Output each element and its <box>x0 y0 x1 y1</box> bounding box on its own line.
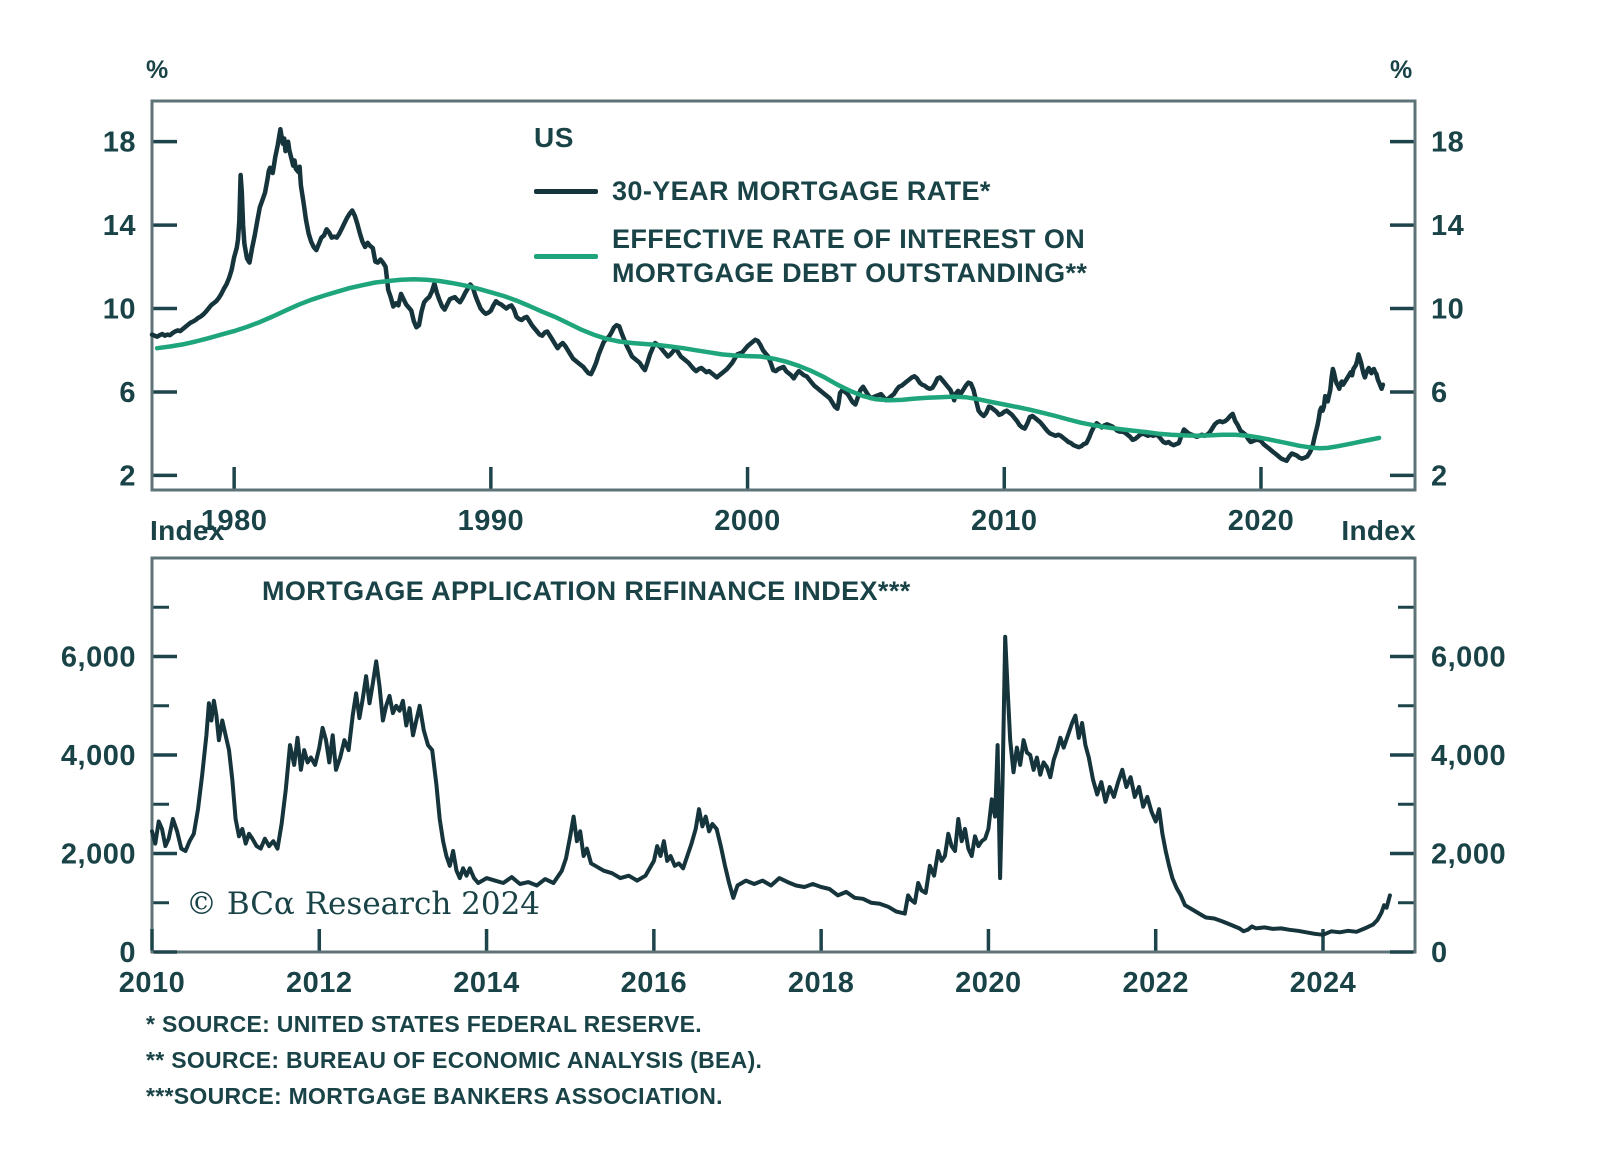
y-axis-unit-top-left: % <box>146 56 169 84</box>
x-tick-label: 2016 <box>621 967 688 999</box>
legend-label: EFFECTIVE RATE OF INTEREST ON MORTGAGE D… <box>612 224 1088 288</box>
plot-border <box>150 99 1417 492</box>
plot-border <box>150 556 1417 954</box>
x-tick-label: 2010 <box>971 505 1038 537</box>
y-tick-label-left: 6 <box>119 377 136 409</box>
y-tick-label-right: 0 <box>1431 937 1448 969</box>
panel-refinance-index: 2010 2012 2014 2016 2018 2020 2022 2024 0 0 2,000 2… <box>61 556 1506 999</box>
series-mortgage-application-refinance-index <box>150 634 1392 937</box>
y-tick-label-right: 6,000 <box>1431 642 1506 674</box>
copyright-notice: © BCα Research 2024 <box>186 886 541 922</box>
panel-mortgage-rates: 1980 1990 2000 2010 2020 2 2 6 6 10 10 14 14 18 18 <box>103 99 1464 537</box>
legend-entry-effective-rate: EFFECTIVE RATE OF INTEREST ON MORTGAGE D… <box>534 222 1112 290</box>
footnote-source-2: ** SOURCE: BUREAU OF ECONOMIC ANALYSIS (… <box>146 1047 763 1073</box>
y-tick-label-right: 2 <box>1431 460 1448 492</box>
y-axis-unit-bottom-left: Index <box>150 515 225 546</box>
y-tick-label-left: 2,000 <box>61 839 136 871</box>
y-tick-label-left: 4,000 <box>61 740 136 772</box>
y-tick-label-right: 10 <box>1431 294 1464 326</box>
x-tick-label: 2014 <box>453 967 520 999</box>
y-tick-label-left: 2 <box>119 460 136 492</box>
x-tick-label: 2022 <box>1122 967 1189 999</box>
bottom-panel-title: MORTGAGE APPLICATION REFINANCE INDEX*** <box>262 576 911 606</box>
legend-region-label: US <box>534 122 574 153</box>
x-tick-label: 1990 <box>458 505 525 537</box>
footnote-source-1: * SOURCE: UNITED STATES FEDERAL RESERVE. <box>146 1011 702 1037</box>
y-tick-label-right: 2,000 <box>1431 839 1506 871</box>
y-tick-label-right: 6 <box>1431 377 1448 409</box>
y-tick-label-left: 0 <box>119 937 136 969</box>
y-tick-label-right: 14 <box>1431 210 1464 242</box>
legend-entry-30-year-mortgage-rate: 30-YEAR MORTGAGE RATE* <box>534 174 1112 208</box>
x-tick-label: 2000 <box>714 505 781 537</box>
x-tick-label: 2020 <box>955 967 1022 999</box>
y-tick-label-left: 14 <box>103 210 136 242</box>
y-tick-label-right: 18 <box>1431 127 1464 159</box>
legend-label: 30-YEAR MORTGAGE RATE* <box>612 176 991 206</box>
y-tick-label-right: 4,000 <box>1431 740 1506 772</box>
y-tick-label-left: 18 <box>103 127 136 159</box>
y-tick-label-left: 6,000 <box>61 642 136 674</box>
y-tick-label-left: 10 <box>103 294 136 326</box>
series-thirty-year-mortgage-rate <box>149 126 1386 464</box>
x-tick-label: 2010 <box>119 967 186 999</box>
footnotes: * SOURCE: UNITED STATES FEDERAL RESERVE.… <box>146 1006 762 1114</box>
x-tick-label: 2012 <box>286 967 353 999</box>
x-tick-label: 1980 <box>201 505 268 537</box>
series-effective-rate-of-interest-on-mortgage-debt-outstanding <box>154 277 1382 451</box>
legend: US 30-YEAR MORTGAGE RATE* EFFECTIVE RATE… <box>534 122 1112 304</box>
y-axis-unit-bottom-right: Index <box>1341 515 1416 546</box>
footnote-source-3: ***SOURCE: MORTGAGE BANKERS ASSOCIATION. <box>146 1083 723 1109</box>
legend-line-swatch-green <box>534 253 598 259</box>
x-tick-label: 2024 <box>1290 967 1357 999</box>
y-axis-unit-top-right: % <box>1390 56 1413 84</box>
x-tick-label: 2018 <box>788 967 855 999</box>
legend-line-swatch-dark <box>534 188 598 194</box>
x-tick-label: 2020 <box>1228 505 1295 537</box>
